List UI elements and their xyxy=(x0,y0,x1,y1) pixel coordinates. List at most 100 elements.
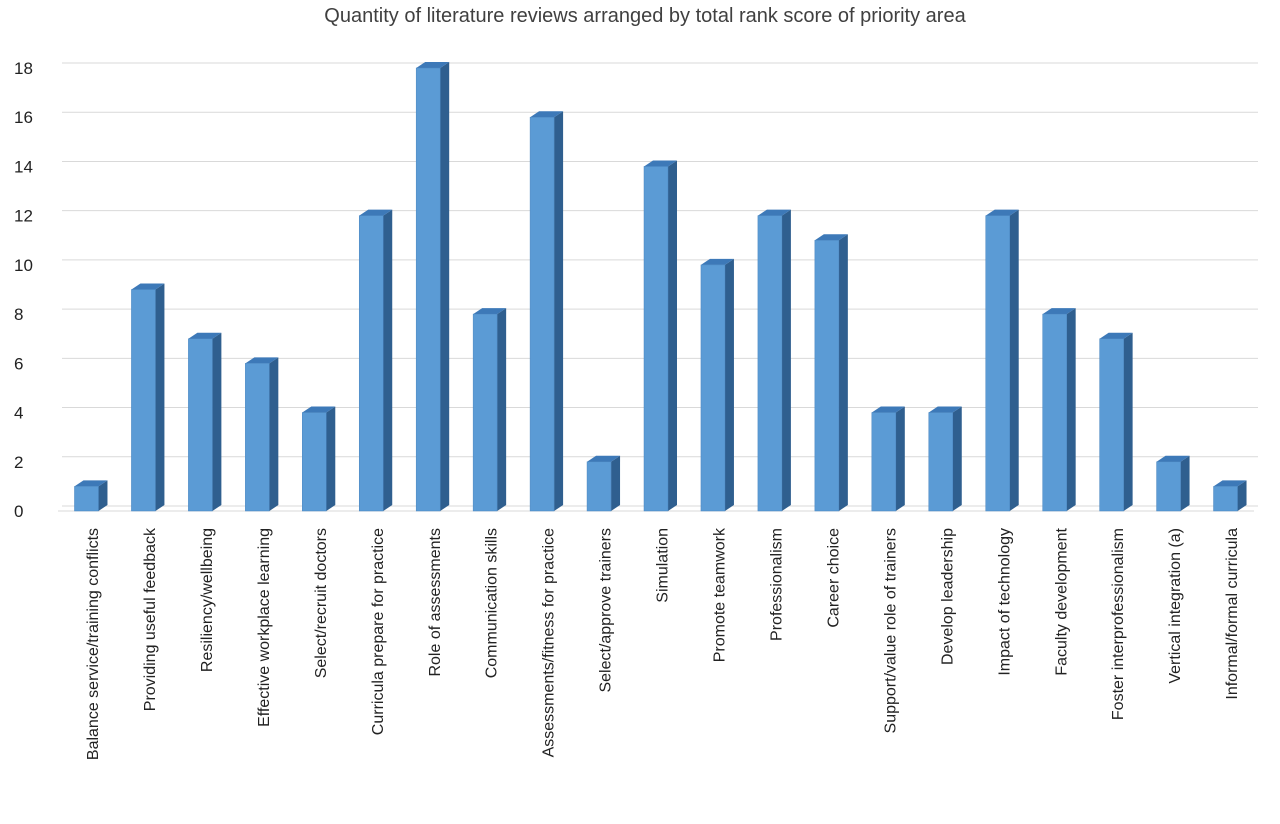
bar xyxy=(245,357,279,512)
y-tick-label: 14 xyxy=(14,157,33,176)
bar xyxy=(757,209,791,512)
bar-top xyxy=(188,332,222,339)
bar xyxy=(586,455,621,512)
x-category-label: Curricula prepare for practice xyxy=(370,528,387,735)
bar-front xyxy=(700,264,726,512)
bar xyxy=(472,308,507,512)
bar-side xyxy=(724,258,734,511)
y-axis-ticks: 0 2 4 6 8 10 12 14 16 18 xyxy=(14,59,33,521)
x-category-label: Support/value role of trainers xyxy=(882,528,899,733)
bar-front xyxy=(1156,461,1181,512)
bar xyxy=(1042,308,1076,512)
x-category-label: Select/recruit doctors xyxy=(313,528,330,678)
bar-top xyxy=(587,455,621,462)
bar-top xyxy=(74,480,108,487)
bar-front xyxy=(1099,338,1124,512)
bars xyxy=(74,62,1247,512)
bar xyxy=(74,480,108,512)
x-category-label: Vertical integration (a) xyxy=(1167,528,1184,684)
bar-top xyxy=(928,406,962,413)
bar xyxy=(1156,455,1190,512)
bar-front xyxy=(814,240,840,512)
bar xyxy=(188,332,222,512)
x-category-label: Promote teamwork xyxy=(712,527,729,662)
bar-side xyxy=(611,455,621,511)
bar-front xyxy=(415,67,441,512)
y-tick-label: 12 xyxy=(14,207,33,226)
bar xyxy=(1099,332,1133,512)
bar xyxy=(871,406,905,512)
x-category-label: Assessments/fitness for practice xyxy=(541,528,558,758)
x-axis-category-labels: Balance service/training conflicts Provid… xyxy=(85,527,1241,760)
bar-side xyxy=(269,357,279,511)
bar-top xyxy=(700,258,734,265)
x-category-label: Informal/formal curricula xyxy=(1224,528,1241,700)
bar xyxy=(415,62,450,512)
x-category-label: Impact of technology xyxy=(996,528,1013,676)
bar-side xyxy=(440,62,450,511)
bar-side xyxy=(155,283,165,511)
bar-front xyxy=(74,486,99,512)
bar-top xyxy=(1042,308,1076,315)
bar-front xyxy=(586,461,612,512)
bar-front xyxy=(188,338,213,512)
bar xyxy=(358,209,393,512)
y-tick-label: 6 xyxy=(14,354,23,373)
bar xyxy=(529,111,564,512)
bar-top xyxy=(1156,455,1190,462)
bar xyxy=(814,234,848,512)
x-category-label: Role of assessments xyxy=(427,528,444,677)
bar xyxy=(700,258,734,512)
bar xyxy=(302,406,336,512)
bar-top xyxy=(359,209,393,216)
bar-front xyxy=(871,412,897,512)
bar-side xyxy=(838,234,848,511)
bar-top xyxy=(530,111,564,118)
bar-top xyxy=(1213,480,1247,487)
bar-side xyxy=(212,332,222,511)
chart-title: Quantity of literature reviews arranged … xyxy=(324,5,966,27)
bar-side xyxy=(554,111,564,511)
bar-front xyxy=(1042,313,1067,512)
bar-top xyxy=(416,62,450,68)
bar-top xyxy=(131,283,165,290)
bar-side xyxy=(668,160,677,511)
bar-side xyxy=(1237,480,1247,511)
bar-front xyxy=(643,166,669,512)
bar-front xyxy=(928,412,954,512)
bar xyxy=(985,209,1019,512)
bar xyxy=(1213,480,1247,512)
bar-side xyxy=(497,308,507,511)
bar-side xyxy=(98,480,108,511)
bar xyxy=(643,160,677,512)
y-tick-label: 2 xyxy=(14,453,23,472)
bar-front xyxy=(472,313,498,512)
bar-front xyxy=(1213,486,1238,512)
bar-side xyxy=(383,209,393,511)
bar-front xyxy=(757,215,783,512)
y-tick-label: 8 xyxy=(14,305,23,324)
bar-side xyxy=(781,209,791,511)
x-category-label: Balance service/training conflicts xyxy=(85,528,102,760)
x-category-label: Resiliency/wellbeing xyxy=(199,528,216,672)
y-tick-label: 18 xyxy=(14,59,33,78)
y-tick-label: 10 xyxy=(14,256,33,275)
x-category-label: Select/approve trainers xyxy=(598,528,615,693)
bar-top xyxy=(644,160,677,167)
x-category-label: Career choice xyxy=(825,528,842,628)
bar-side xyxy=(895,406,905,511)
bar xyxy=(131,283,165,512)
bar-front xyxy=(245,363,270,512)
y-tick-label: 0 xyxy=(14,502,23,521)
x-category-label: Develop leadership xyxy=(939,528,956,665)
bar xyxy=(928,406,962,512)
bar-top xyxy=(814,234,848,241)
bar-side xyxy=(1123,332,1133,511)
bar-front xyxy=(529,116,555,512)
x-category-label: Simulation xyxy=(655,528,672,603)
y-tick-label: 4 xyxy=(14,404,23,423)
x-category-label: Effective workplace learning xyxy=(256,528,273,727)
y-tick-label: 16 xyxy=(14,108,33,127)
bar-side xyxy=(1180,455,1190,511)
